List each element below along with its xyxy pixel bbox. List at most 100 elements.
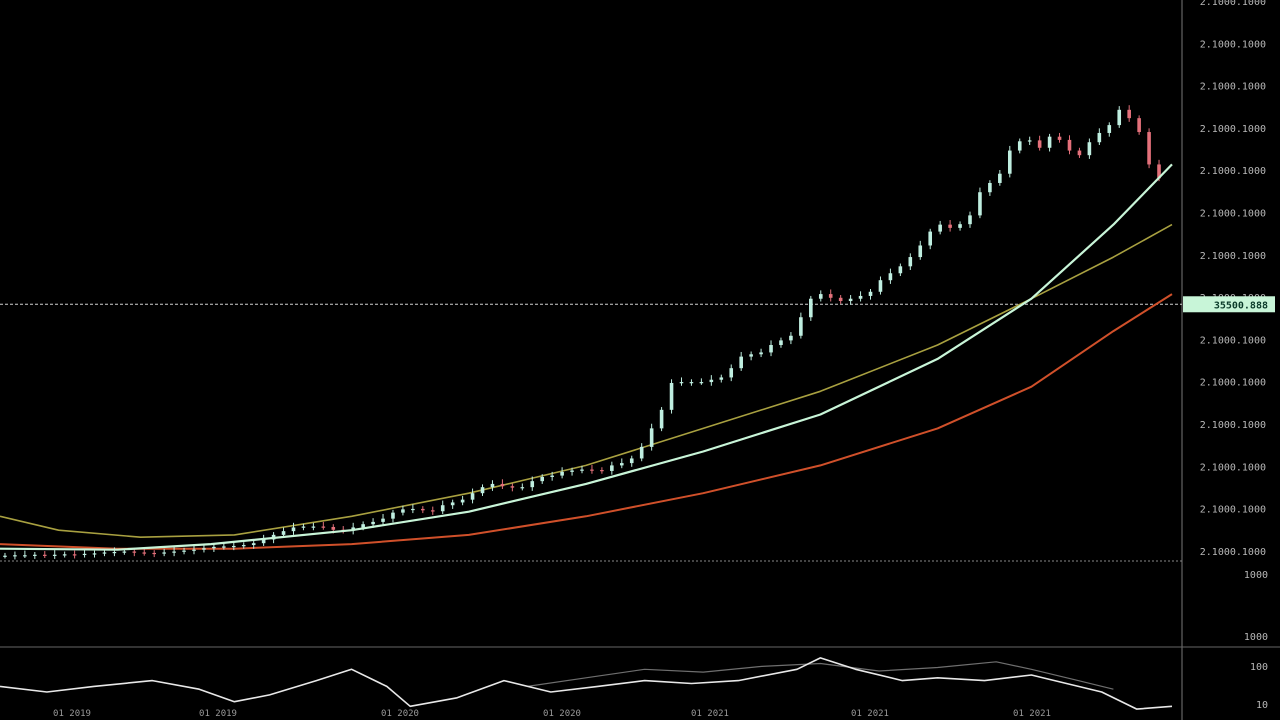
candle-body [928,231,933,246]
candle-body [321,526,326,528]
candle-body [401,509,405,513]
candle-body [818,294,823,299]
candle-body [679,382,684,384]
price-axis-label: 2.1000.1000 [1200,378,1266,389]
candle-body [301,526,306,528]
candle-body [610,465,614,471]
candle-body [112,551,117,554]
candle-body [391,512,395,519]
candle-body [1047,136,1052,148]
candle-body [102,552,107,554]
candle-body [450,502,455,506]
candle-body [649,428,654,447]
date-axis-label: 01 2019 [199,709,237,719]
candle-body [430,510,435,512]
candle-body [1157,164,1161,179]
candle-body [998,173,1002,183]
candle-body [3,555,7,557]
price-axis-label: 2.1000.1000 [1200,209,1266,220]
candle-body [799,317,803,336]
candle-body [480,487,485,494]
candle-body [1017,141,1022,151]
candle-body [440,505,445,512]
candle-body [421,508,425,511]
candle-body [82,553,87,556]
candle-body [669,382,674,410]
candle-body [381,518,385,522]
candle-body [809,298,813,318]
ma-fast-line [0,163,1173,551]
candle-body [988,182,992,193]
candle-body [231,545,236,548]
date-axis-label: 01 2021 [691,709,729,719]
price-axis-label: 2.1000.1000 [1200,462,1266,473]
candle-body [33,554,37,556]
candle-body [1037,140,1042,148]
candle-body [968,215,972,225]
candle-body [689,382,694,384]
candle-body [23,555,27,557]
candle-body [241,545,246,547]
candle-body [510,486,515,488]
candle-body [570,470,574,472]
candle-body [1007,150,1012,174]
candle-body [361,524,365,528]
price-axis-label: 2.1000.1000 [1200,251,1266,262]
candle-body [92,553,97,555]
candle-body [619,463,624,466]
date-axis-label: 01 2020 [543,709,581,719]
candle-body [1137,118,1141,133]
candle-body [1097,132,1102,143]
candle-body [948,224,952,228]
candle-body [1147,132,1151,165]
candle-body [182,550,186,552]
candle-body [918,245,923,258]
price-axis-label: 2.1000.1000 [1200,0,1266,8]
candle-body [371,521,375,525]
oscillator-axis-label: 1000 [1244,570,1268,581]
candle-body [460,499,465,503]
candle-body [52,554,57,556]
date-axis-label: 01 2021 [1013,709,1051,719]
candle-body [759,352,763,355]
candle-body [152,552,157,555]
candle-body [888,273,893,281]
candle-body [878,280,883,292]
candle-body [600,470,604,472]
candle-body [659,409,664,429]
price-axis-label: 2.1000.1000 [1200,505,1266,516]
oscillator-axis-label: 10 [1256,700,1268,711]
current-price-label: 35500.888 [1214,300,1268,311]
price-axis-label: 2.1000.1000 [1200,547,1266,558]
candle-body [212,546,216,549]
price-axis-label: 2.1000.1000 [1200,420,1266,431]
ma-mid-line [0,223,1173,539]
candle-body [331,526,336,530]
candle-body [490,483,495,488]
date-axis-label: 01 2019 [53,709,91,719]
oscillator-line [0,657,1173,710]
candle-body [1077,150,1082,156]
candle-body [500,483,505,487]
candle-body [769,345,773,353]
candle-body [719,377,724,380]
candle-body [132,551,137,553]
candle-body [281,531,286,535]
candle-body [789,335,793,341]
ma-slow-line [0,293,1173,550]
candle-body [729,368,734,378]
price-axis-label: 2.1000.1000 [1200,335,1266,346]
candle-body [251,543,256,546]
date-axis-label: 01 2021 [851,709,889,719]
candle-body [261,539,266,544]
candle-body [629,458,634,464]
candle-body [868,291,873,296]
price-axis-label: 2.1000.1000 [1200,124,1266,135]
candle-body [1057,136,1062,140]
candle-body [580,469,584,471]
candle-body [411,508,415,511]
candle-body [192,549,196,551]
candle-body [1127,109,1131,119]
candle-body [470,493,475,500]
